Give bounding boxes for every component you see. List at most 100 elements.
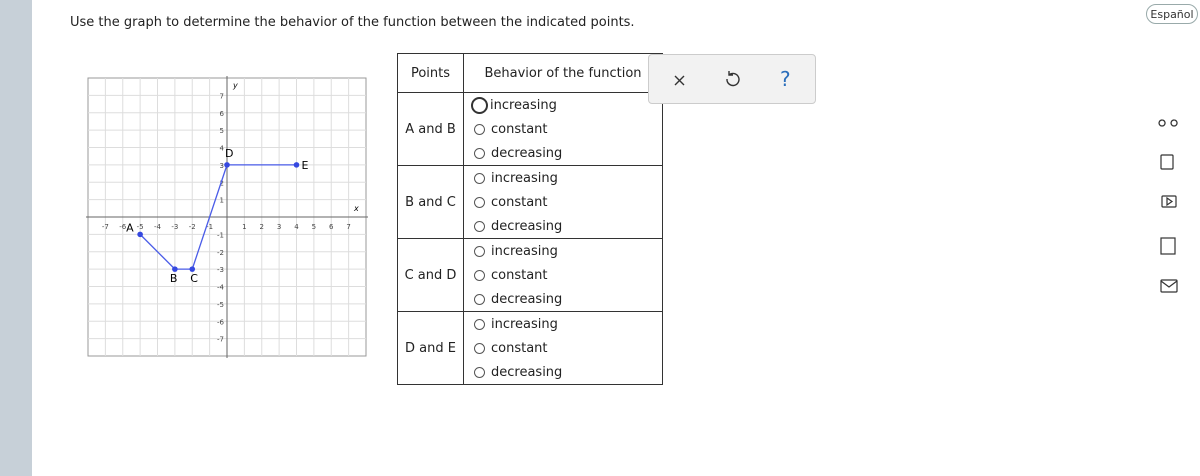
y-tick-label: 3 (220, 162, 224, 170)
radio-button[interactable] (474, 269, 485, 281)
help-button[interactable]: ? (780, 67, 791, 91)
column-header: Behavior of the function (463, 53, 663, 93)
x-tick-label: 1 (242, 223, 246, 231)
radio-option[interactable]: decreasing (474, 141, 662, 165)
options-cell: increasing constant decreasing (463, 165, 663, 239)
point (172, 266, 178, 272)
option-label: decreasing (491, 364, 563, 380)
x-tick-label: -1 (206, 223, 213, 231)
icon[interactable] (1161, 195, 1177, 208)
radio-button[interactable] (474, 366, 485, 378)
x-tick-label: -4 (154, 223, 162, 231)
option-label: constant (491, 267, 548, 283)
point (137, 231, 143, 238)
toolbar-icons (674, 71, 740, 87)
icon[interactable] (1166, 196, 1174, 207)
radio-button[interactable] (474, 342, 485, 354)
option-label: increasing (490, 97, 557, 113)
icon[interactable] (1160, 279, 1178, 293)
options-cell: increasing constant decreasing (463, 92, 663, 166)
points-cell: D and E (397, 311, 464, 385)
icon[interactable] (1158, 119, 1178, 127)
point (293, 162, 300, 168)
point-label: D (225, 147, 233, 160)
icon[interactable] (1160, 280, 1178, 288)
y-tick-label: -6 (217, 318, 225, 326)
radio-button[interactable] (474, 293, 485, 305)
option-label: constant (491, 121, 548, 137)
radio-button[interactable] (474, 318, 485, 330)
radio-option[interactable]: decreasing (474, 287, 662, 311)
side-icons (1158, 119, 1178, 293)
point-label: C (190, 272, 198, 285)
y-tick-label: 2 (220, 179, 224, 187)
point (189, 266, 196, 272)
options-cell: increasing constant decreasing (463, 238, 663, 312)
y-tick-label: -2 (217, 249, 224, 257)
radio-option[interactable]: constant (474, 117, 662, 141)
point-label: A (126, 221, 134, 234)
option-label: increasing (491, 170, 558, 186)
icon[interactable] (1160, 154, 1174, 170)
x-tick-label: -3 (171, 223, 178, 231)
points-cell: C and D (397, 238, 464, 312)
y-tick-label: -1 (217, 231, 224, 239)
x-tick-label: 7 (346, 223, 350, 231)
x-tick-label: -5 (137, 223, 144, 231)
radio-button[interactable] (474, 196, 485, 208)
sidebar (0, 0, 32, 476)
option-label: constant (491, 194, 548, 210)
y-tick-label: 4 (220, 145, 225, 153)
reset-icon[interactable] (726, 71, 740, 87)
x-tick-label: -2 (189, 223, 196, 231)
radio-button[interactable] (474, 123, 485, 135)
options-cell: increasing constant decreasing (463, 311, 663, 385)
point-label: E (302, 159, 309, 172)
x-tick-label: 2 (260, 223, 264, 231)
radio-option[interactable]: increasing (474, 239, 662, 263)
radio-button[interactable] (474, 147, 485, 159)
y-tick-label: 6 (220, 110, 225, 118)
points-cell: A and B (397, 92, 464, 166)
table-row: A and B increasing constant decreasing (397, 92, 663, 166)
radio-button[interactable] (471, 96, 488, 114)
radio-option[interactable]: constant (474, 190, 662, 214)
x-tick-label: -7 (102, 223, 109, 231)
table-row: D and E increasing constant decreasing (397, 311, 663, 385)
toolbar: ? (648, 54, 816, 104)
language-button[interactable]: Español (1146, 4, 1198, 24)
radio-button[interactable] (474, 172, 485, 184)
option-label: increasing (491, 316, 558, 332)
y-tick-label: -3 (217, 266, 224, 274)
table-row: C and D increasing constant decreasing (397, 238, 663, 312)
option-label: increasing (491, 243, 558, 259)
option-label: constant (491, 340, 548, 356)
radio-button[interactable] (474, 220, 485, 232)
points-cell: B and C (397, 165, 464, 239)
radio-button[interactable] (474, 245, 485, 257)
y-tick-label: -4 (217, 284, 225, 292)
radio-option[interactable]: decreasing (474, 360, 662, 384)
graph: -7 -6 -5 -4 -3 -2 -1 1 2 3 4 5 6 7 -7 -6 -5 -4 -3 -2 -1 1 2 3 4 5… (86, 76, 368, 358)
radio-option[interactable]: decreasing (474, 214, 662, 238)
radio-option[interactable]: increasing (474, 166, 662, 190)
close-icon[interactable] (674, 75, 685, 86)
point (224, 162, 230, 168)
option-label: decreasing (491, 291, 563, 307)
option-label: decreasing (491, 145, 563, 161)
y-tick-label: 7 (220, 92, 224, 100)
radio-option[interactable]: constant (474, 336, 662, 360)
point-label: B (170, 272, 178, 285)
y-axis-label: y (232, 81, 238, 90)
radio-option[interactable]: constant (474, 263, 662, 287)
x-tick-label: 3 (277, 223, 281, 231)
segment (191, 164, 228, 270)
x-tick-label: 4 (294, 223, 299, 231)
table-row: B and C increasing constant decreasing (397, 165, 663, 239)
radio-option[interactable]: increasing (474, 312, 662, 336)
radio-option[interactable]: increasing (471, 93, 662, 117)
y-tick-label: -7 (217, 336, 224, 344)
icon[interactable] (1160, 237, 1176, 255)
